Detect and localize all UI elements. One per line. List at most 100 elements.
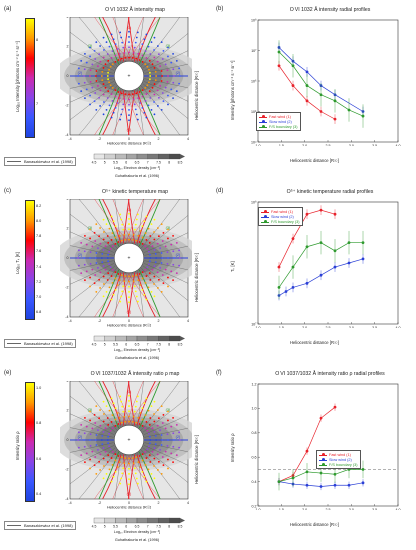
data-point <box>284 290 288 293</box>
map-point <box>107 90 110 93</box>
density-tick: 4.5 <box>92 343 97 347</box>
map-point <box>106 439 109 441</box>
map-point <box>143 402 146 405</box>
map-point <box>141 95 144 98</box>
map-point <box>161 58 164 60</box>
map-point <box>102 400 105 403</box>
map-point <box>153 275 156 278</box>
map-point <box>122 103 125 106</box>
map-point <box>175 59 178 62</box>
map-point <box>105 223 108 226</box>
map-point <box>145 33 148 36</box>
colorbar-tick: 7.4 <box>36 264 42 269</box>
map-c-ylabel: Heliocentric distance [R☉] <box>194 253 199 302</box>
map-point <box>104 63 107 66</box>
map-xtick: -2 <box>98 319 101 323</box>
map-point <box>116 466 119 468</box>
map-point <box>155 75 158 77</box>
map-xlabel: Heliocentric distance [R☉] <box>107 142 151 146</box>
map-point <box>89 75 91 77</box>
y-tick-label: 10⁸ <box>251 200 257 204</box>
map-point <box>143 111 146 114</box>
map-point <box>145 57 148 59</box>
region-label: (3) <box>88 226 93 230</box>
map-point <box>141 424 144 427</box>
map-point <box>109 266 112 269</box>
data-point <box>291 237 295 240</box>
map-point <box>107 253 110 256</box>
map-point <box>151 245 154 248</box>
map-point <box>100 75 103 77</box>
map-point <box>103 231 105 233</box>
density-swatch <box>158 517 170 524</box>
density-tick: 6 <box>125 525 127 529</box>
panel-c-title: O⁵⁺ kinetic temperature map <box>101 189 168 195</box>
density-swatch <box>104 517 116 524</box>
map-point <box>141 106 144 109</box>
map-point <box>102 431 105 433</box>
map-xtick: -2 <box>98 501 101 505</box>
map-point <box>117 241 120 243</box>
map-point <box>167 410 169 413</box>
field-line <box>140 267 181 317</box>
map-point <box>172 81 175 84</box>
map-point <box>84 279 86 282</box>
map-point <box>111 427 114 430</box>
field-line <box>140 85 181 135</box>
map-point <box>77 446 80 449</box>
map-point <box>151 427 154 430</box>
map-point <box>136 482 139 485</box>
map-point <box>144 414 147 416</box>
density-swatch <box>147 517 159 524</box>
map-point <box>118 279 121 282</box>
map-point <box>99 227 102 229</box>
map-point <box>136 395 139 398</box>
density-swatch <box>93 335 105 342</box>
map-point <box>160 444 163 446</box>
map-point <box>91 450 94 453</box>
map-point <box>164 427 167 430</box>
map-point <box>85 61 88 64</box>
map-point <box>84 416 86 419</box>
field-line <box>128 454 136 499</box>
map-point <box>139 48 142 50</box>
map-point <box>114 95 117 98</box>
map-point <box>139 412 142 414</box>
density-arrow <box>180 518 185 523</box>
map-point <box>83 432 86 435</box>
colorbar-tick: 6.8 <box>36 310 42 314</box>
map-point <box>120 57 123 60</box>
map-ytick: 2 <box>67 409 69 413</box>
map-point <box>89 444 92 447</box>
region-label: (3) <box>166 226 171 230</box>
map-point <box>108 68 110 71</box>
y-tick-label: 10⁵ <box>251 110 257 114</box>
chart-b-ylabel: Intensity [photons cm⁻² s⁻¹ sr⁻¹] <box>230 60 235 120</box>
map-point <box>119 118 122 121</box>
region-label: (2) <box>176 71 181 75</box>
map-point <box>84 234 86 237</box>
map-point <box>101 79 104 81</box>
map-point <box>97 429 99 432</box>
field-line <box>128 273 161 317</box>
map-point <box>97 65 99 68</box>
map-point <box>178 431 181 434</box>
map-point <box>167 257 169 259</box>
field-line <box>128 199 136 244</box>
map-ytick: -2 <box>65 104 68 108</box>
x-tick-label: 4.0 <box>396 144 401 146</box>
fast-wind-boundary <box>102 199 122 244</box>
density-swatch <box>126 335 138 342</box>
map-point <box>154 79 157 81</box>
data-point <box>347 483 351 487</box>
map-point <box>133 285 136 288</box>
map-point <box>99 89 102 92</box>
map-point <box>93 413 96 416</box>
density-swatch <box>104 153 116 160</box>
field-line <box>128 199 161 243</box>
map-point <box>137 52 140 55</box>
region-label: (1) <box>127 128 132 132</box>
map-point <box>172 461 174 464</box>
field-line <box>70 413 115 435</box>
colorbar-intensity <box>25 18 35 138</box>
